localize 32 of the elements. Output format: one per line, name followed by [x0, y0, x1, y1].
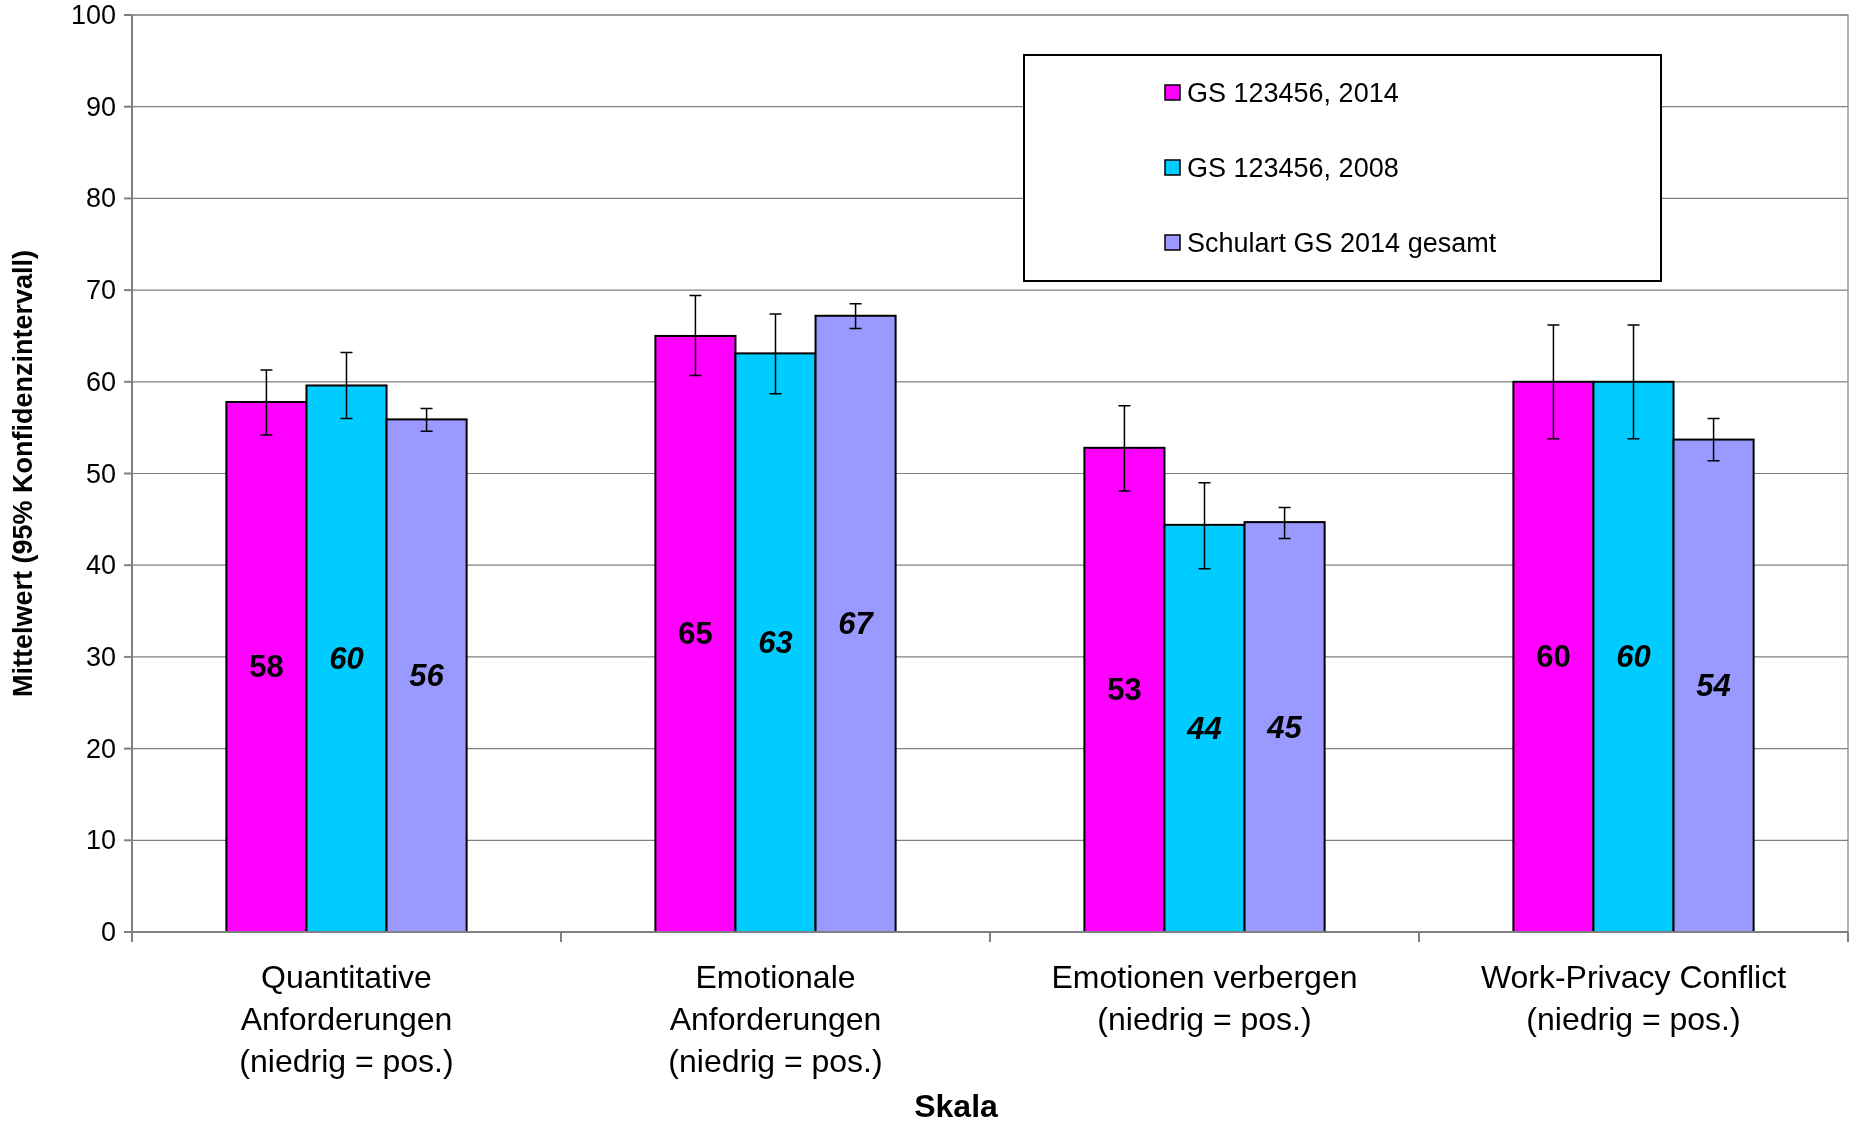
- data-label: 63: [758, 625, 793, 661]
- data-label: 45: [1266, 709, 1303, 745]
- data-label: 56: [409, 658, 445, 694]
- y-tick-label: 60: [85, 366, 116, 397]
- data-label: 60: [329, 641, 364, 677]
- data-label: 58: [249, 649, 284, 685]
- data-label: 60: [1616, 639, 1651, 675]
- x-tick-label: Emotionale Anforderungen (niedrig = pos.): [668, 959, 883, 1079]
- legend-label: GS 123456, 2008: [1187, 153, 1399, 183]
- y-tick-label: 20: [85, 733, 116, 764]
- y-tick-label: 80: [85, 183, 116, 214]
- y-tick-label: 50: [85, 458, 116, 489]
- x-axis-title: Skala: [914, 1088, 999, 1124]
- data-label: 67: [838, 606, 875, 642]
- x-tick-label: Work-Privacy Conflict (niedrig = pos.): [1480, 959, 1787, 1037]
- y-tick-label: 10: [85, 825, 116, 856]
- data-label: 53: [1107, 672, 1142, 708]
- legend-label: Schulart GS 2014 gesamt: [1187, 228, 1497, 258]
- data-label: 65: [678, 616, 713, 652]
- legend-label: GS 123456, 2014: [1187, 78, 1399, 108]
- y-tick-label: 70: [85, 275, 116, 306]
- y-tick-label: 0: [100, 917, 116, 947]
- x-tick-label: Quantitative Anforderungen (niedrig = pos.): [239, 959, 454, 1079]
- y-tick-label: 100: [70, 0, 116, 30]
- y-axis-title: Mittelwert (95% Konfidenzintervall): [8, 249, 38, 698]
- x-tick-label: Emotionen verbergen (niedrig = pos.): [1051, 959, 1358, 1037]
- data-label: 54: [1696, 668, 1731, 704]
- data-label: 44: [1186, 710, 1222, 746]
- data-label: 60: [1536, 639, 1571, 675]
- y-tick-label: 30: [85, 641, 116, 672]
- y-tick-label: 90: [85, 91, 116, 122]
- y-tick-label: 40: [85, 550, 116, 581]
